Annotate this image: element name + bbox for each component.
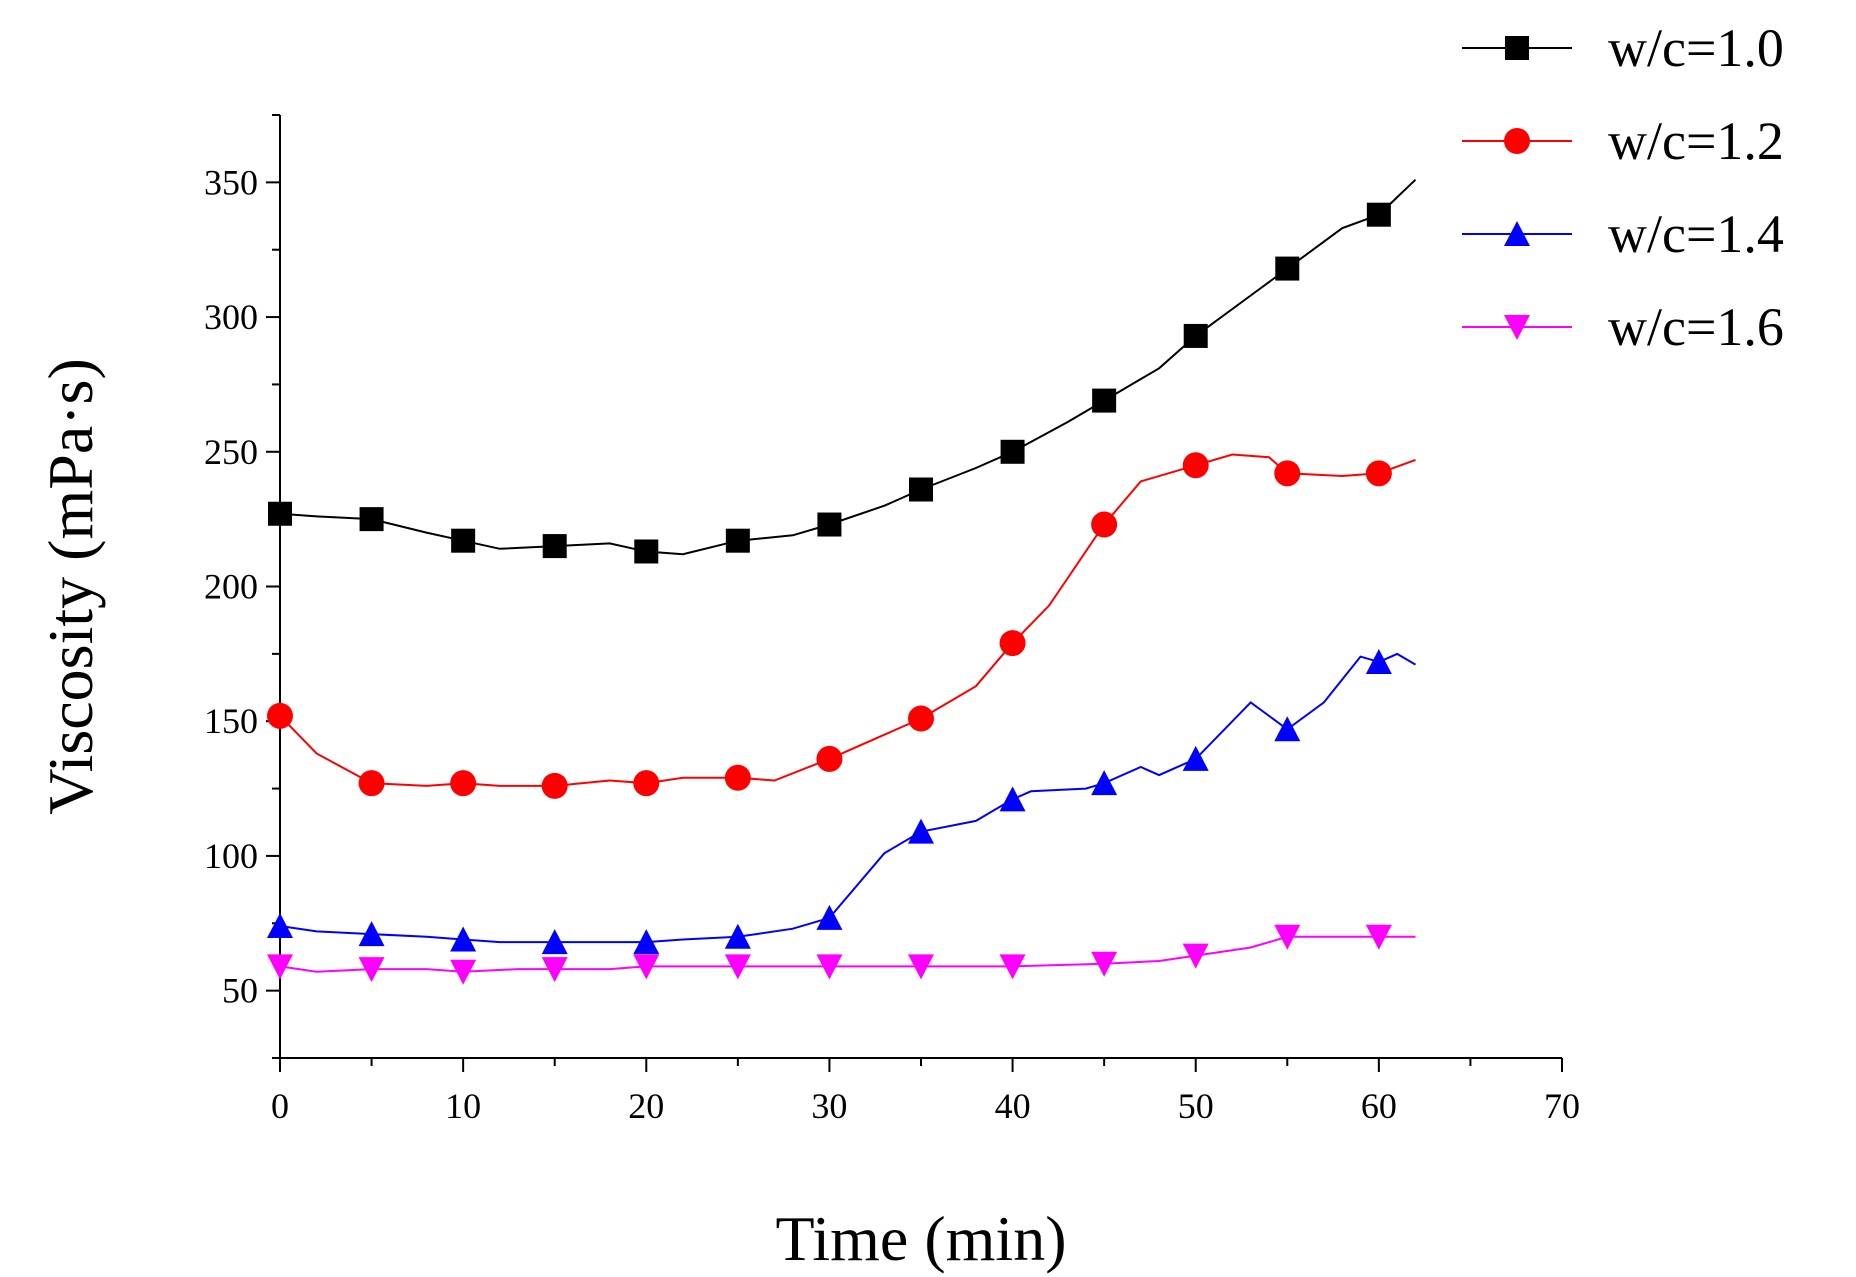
data-point [1274, 460, 1301, 487]
data-point [267, 702, 293, 729]
series-4 [267, 924, 1416, 985]
data-point [999, 630, 1026, 657]
y-tick-label: 250 [204, 432, 258, 472]
legend-label: w/c=1.4 [1608, 204, 1784, 264]
data-point [358, 957, 385, 983]
legend-item: w/c=1.4 [1462, 204, 1784, 264]
data-point [999, 786, 1026, 812]
x-tick-label: 10 [445, 1086, 481, 1126]
data-point [1275, 256, 1300, 281]
data-point [1182, 452, 1209, 479]
data-point [725, 528, 750, 553]
series-layer [267, 178, 1417, 985]
data-point [542, 534, 567, 559]
x-tick-label: 20 [628, 1086, 664, 1126]
y-tick-label: 200 [204, 567, 258, 607]
data-point [634, 539, 659, 564]
legend-marker [1504, 221, 1530, 246]
y-tick-label: 350 [204, 162, 258, 202]
y-tick-label: 100 [204, 836, 258, 876]
legend-label: w/c=1.0 [1608, 18, 1784, 78]
x-tick-label: 40 [995, 1086, 1031, 1126]
data-point [908, 954, 934, 980]
y-tick-label: 300 [204, 297, 258, 337]
y-axis-title: Viscosity (mPa·s) [35, 358, 106, 815]
data-point [1091, 511, 1118, 538]
legend-marker [1504, 315, 1530, 340]
data-point [1182, 943, 1209, 969]
data-point [1182, 745, 1209, 771]
legend: w/c=1.0 w/c=1.2 w/c=1.4 w/c=1.6 [1462, 18, 1784, 357]
data-point [1365, 648, 1392, 674]
data-point [358, 770, 385, 797]
data-point [267, 912, 293, 938]
data-point [724, 764, 751, 791]
data-point [541, 772, 568, 799]
data-point [1092, 388, 1117, 413]
data-point [268, 501, 292, 526]
x-axis-ticks: 0 10 20 30 40 50 60 70 [271, 1058, 1580, 1126]
x-tick-label: 50 [1178, 1086, 1214, 1126]
data-point [633, 929, 660, 955]
y-tick-label: 150 [204, 701, 258, 741]
series-3 [267, 648, 1417, 955]
data-point [358, 921, 385, 947]
series-line [279, 935, 1416, 973]
legend-marker [1504, 128, 1530, 154]
data-point [1365, 924, 1392, 950]
data-point [1365, 460, 1392, 487]
data-point [633, 770, 660, 797]
legend-item: w/c=1.0 [1462, 18, 1784, 78]
y-tick-label: 50 [222, 971, 258, 1011]
data-point [1274, 924, 1301, 950]
data-point [359, 507, 384, 532]
data-point [1091, 951, 1118, 977]
data-point [999, 954, 1026, 980]
data-point [724, 954, 751, 980]
x-tick-label: 0 [271, 1086, 289, 1126]
data-point [1000, 439, 1025, 464]
legend-marker [1505, 36, 1529, 60]
data-point [633, 954, 660, 980]
data-point [1366, 202, 1391, 227]
data-point [450, 959, 477, 985]
data-point [1091, 770, 1118, 796]
data-point [724, 923, 751, 949]
data-point [450, 926, 477, 952]
series-1 [268, 178, 1417, 564]
legend-item: w/c=1.2 [1462, 111, 1784, 171]
series-line [279, 178, 1417, 556]
legend-label: w/c=1.6 [1608, 297, 1784, 357]
data-point [817, 512, 842, 537]
data-point [450, 770, 477, 797]
data-point [908, 705, 934, 732]
data-point [816, 954, 843, 980]
data-point [451, 528, 476, 553]
legend-label: w/c=1.2 [1608, 111, 1784, 171]
axes: 50 100 150 200 250 300 350 0 10 20 30 40 50 60 70 [204, 114, 1580, 1126]
x-tick-label: 70 [1544, 1086, 1580, 1126]
series-line [279, 453, 1416, 787]
y-axis-ticks: 50 100 150 200 250 300 350 [204, 114, 280, 1059]
data-point [1183, 323, 1208, 348]
data-point [541, 929, 568, 955]
data-point [816, 904, 843, 930]
data-point [1274, 716, 1301, 742]
x-tick-label: 60 [1361, 1086, 1397, 1126]
x-axis-title: Time (min) [776, 1203, 1067, 1274]
data-point [267, 954, 293, 980]
x-tick-label: 30 [811, 1086, 847, 1126]
series-line [279, 652, 1417, 944]
data-point [541, 957, 568, 983]
data-point [816, 745, 843, 772]
series-2 [267, 452, 1416, 799]
legend-item: w/c=1.6 [1462, 297, 1784, 357]
data-point [909, 477, 933, 502]
data-point [908, 818, 934, 844]
